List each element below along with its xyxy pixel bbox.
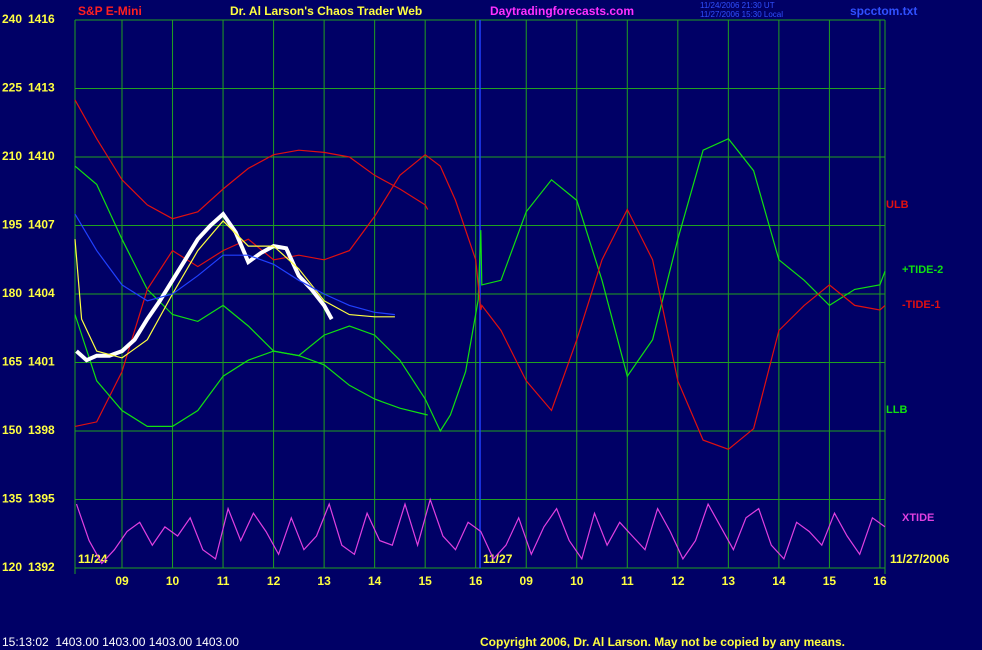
series-label: -TIDE-1 — [902, 299, 941, 311]
series-line — [75, 497, 886, 565]
x-tick-label: 09 — [520, 574, 534, 588]
x-tick-label: 12 — [671, 574, 685, 588]
y2-tick-label: 1410 — [28, 149, 55, 163]
chart-title: Dr. Al Larson's Chaos Trader Web — [230, 4, 422, 18]
timestamp: 11/24/2006 21:30 UT — [700, 1, 775, 10]
y2-tick-label: 1392 — [28, 560, 55, 574]
instrument: S&P E-Mini — [78, 4, 142, 18]
series-line — [74, 314, 428, 427]
series-line — [74, 220, 395, 359]
series-label: XTIDE — [902, 512, 934, 524]
y-tick-label: 120 — [2, 560, 22, 574]
y-tick-label: 180 — [2, 286, 22, 300]
y-tick-label: 210 — [2, 149, 22, 163]
x-tick-label: 11 — [621, 574, 634, 588]
y-tick-label: 165 — [2, 355, 22, 369]
x-tick-label: 10 — [166, 574, 180, 588]
series-label: LLB — [886, 404, 907, 416]
x-tick-label: 16 — [873, 574, 887, 588]
y-tick-label: 135 — [2, 492, 22, 506]
x-tick-label: 15 — [418, 574, 432, 588]
series-label: ULB — [886, 199, 909, 211]
y2-tick-label: 1398 — [28, 423, 55, 437]
x-tick-label: 12 — [267, 574, 281, 588]
timestamp: 11/27/2006 15:30 Local — [700, 10, 783, 19]
y2-tick-label: 1407 — [28, 218, 55, 232]
file-name: spcctom.txt — [850, 4, 917, 18]
y-tick-label: 150 — [2, 423, 22, 437]
site: Daytradingforecasts.com — [490, 4, 634, 18]
x-tick-label: 16 — [469, 574, 483, 588]
series-line — [74, 137, 886, 433]
date-label: 11/27/2006 — [890, 552, 950, 566]
date-label: 11/27 — [483, 552, 513, 566]
copyright: Copyright 2006, Dr. Al Larson. May not b… — [480, 635, 845, 649]
series-line — [74, 153, 886, 450]
series-line — [75, 211, 334, 363]
x-tick-label: 14 — [368, 574, 382, 588]
series-line — [74, 213, 395, 316]
x-tick-label: 14 — [772, 574, 786, 588]
status-line: 15:13:02 1403.00 1403.00 1403.00 1403.00 — [2, 635, 239, 649]
y-tick-label: 225 — [2, 81, 22, 95]
x-tick-label: 09 — [115, 574, 129, 588]
x-tick-label: 10 — [570, 574, 584, 588]
y-tick-label: 195 — [2, 218, 22, 232]
y2-tick-label: 1401 — [28, 355, 55, 369]
y2-tick-label: 1395 — [28, 492, 55, 506]
y2-tick-label: 1416 — [28, 12, 55, 26]
series-line — [74, 99, 429, 220]
y-tick-label: 240 — [2, 12, 22, 26]
series-label: +TIDE-2 — [902, 264, 943, 276]
y2-tick-label: 1404 — [28, 286, 55, 300]
x-tick-label: 15 — [823, 574, 837, 588]
x-tick-label: 13 — [317, 574, 331, 588]
x-tick-label: 13 — [722, 574, 736, 588]
date-label: 11/24 — [78, 552, 108, 566]
y2-tick-label: 1413 — [28, 81, 55, 95]
x-tick-label: 11 — [217, 574, 230, 588]
